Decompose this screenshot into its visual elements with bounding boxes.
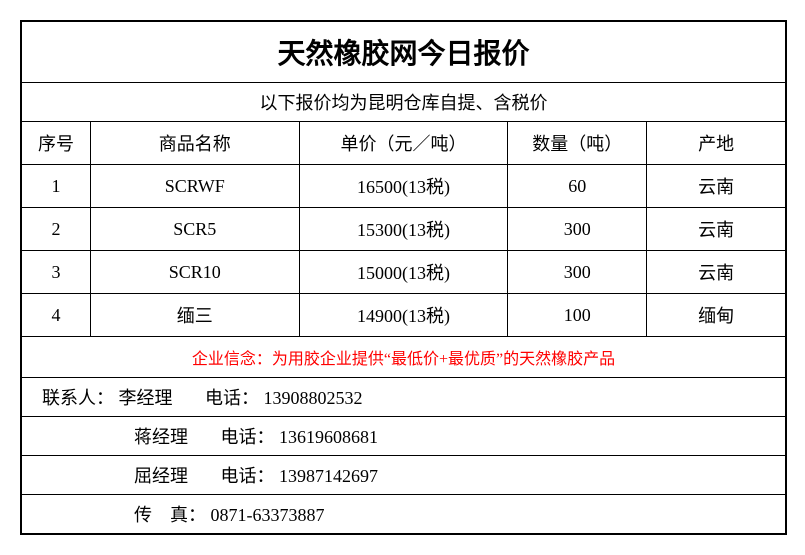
contact-row-3: 屈经理 电话： 13987142697 [22,456,785,495]
table-row: 1 SCRWF 16500(13税) 60 云南 [22,165,785,208]
cell-qty: 60 [508,165,647,208]
data-table: 序号 商品名称 单价（元／吨） 数量（吨） 产地 1 SCRWF 16500(1… [22,122,785,337]
cell-name: SCR10 [90,251,299,294]
cell-name: 缅三 [90,294,299,337]
cell-origin: 缅甸 [647,294,785,337]
company-motto: 企业信念：为用胶企业提供“最低价+最优质”的天然橡胶产品 [22,337,785,378]
contact-label: 联系人： [42,384,114,410]
phone-label: 电话： [221,423,275,449]
contact-name: 蒋经理 [134,423,188,449]
col-header-name: 商品名称 [90,122,299,165]
fax-label: 传 真： [134,501,206,527]
cell-name: SCRWF [90,165,299,208]
table-subtitle: 以下报价均为昆明仓库自提、含税价 [22,83,785,122]
col-header-seq: 序号 [22,122,90,165]
col-header-origin: 产地 [647,122,785,165]
contact-phone: 13619608681 [279,427,378,448]
contact-phone: 13987142697 [279,466,378,487]
col-header-qty: 数量（吨） [508,122,647,165]
table-title: 天然橡胶网今日报价 [22,22,785,83]
cell-price: 14900(13税) [299,294,508,337]
price-table: 天然橡胶网今日报价 以下报价均为昆明仓库自提、含税价 序号 商品名称 单价（元／… [20,20,787,535]
header-row: 序号 商品名称 单价（元／吨） 数量（吨） 产地 [22,122,785,165]
cell-name: SCR5 [90,208,299,251]
contact-name: 屈经理 [134,462,188,488]
cell-price: 16500(13税) [299,165,508,208]
col-header-price: 单价（元／吨） [299,122,508,165]
contact-phone: 13908802532 [264,388,363,409]
cell-origin: 云南 [647,165,785,208]
contact-name: 李经理 [119,384,173,410]
phone-label: 电话： [205,384,259,410]
cell-origin: 云南 [647,251,785,294]
cell-qty: 300 [508,251,647,294]
cell-qty: 100 [508,294,647,337]
cell-seq: 4 [22,294,90,337]
phone-label: 电话： [221,462,275,488]
cell-price: 15000(13税) [299,251,508,294]
cell-price: 15300(13税) [299,208,508,251]
cell-qty: 300 [508,208,647,251]
table-row: 3 SCR10 15000(13税) 300 云南 [22,251,785,294]
fax-row: 传 真： 0871-63373887 [22,495,785,533]
contact-row-1: 联系人： 李经理 电话： 13908802532 [22,378,785,417]
table-row: 2 SCR5 15300(13税) 300 云南 [22,208,785,251]
cell-seq: 3 [22,251,90,294]
cell-seq: 1 [22,165,90,208]
cell-origin: 云南 [647,208,785,251]
fax-number: 0871-63373887 [211,505,325,526]
table-row: 4 缅三 14900(13税) 100 缅甸 [22,294,785,337]
cell-seq: 2 [22,208,90,251]
contact-row-2: 蒋经理 电话： 13619608681 [22,417,785,456]
